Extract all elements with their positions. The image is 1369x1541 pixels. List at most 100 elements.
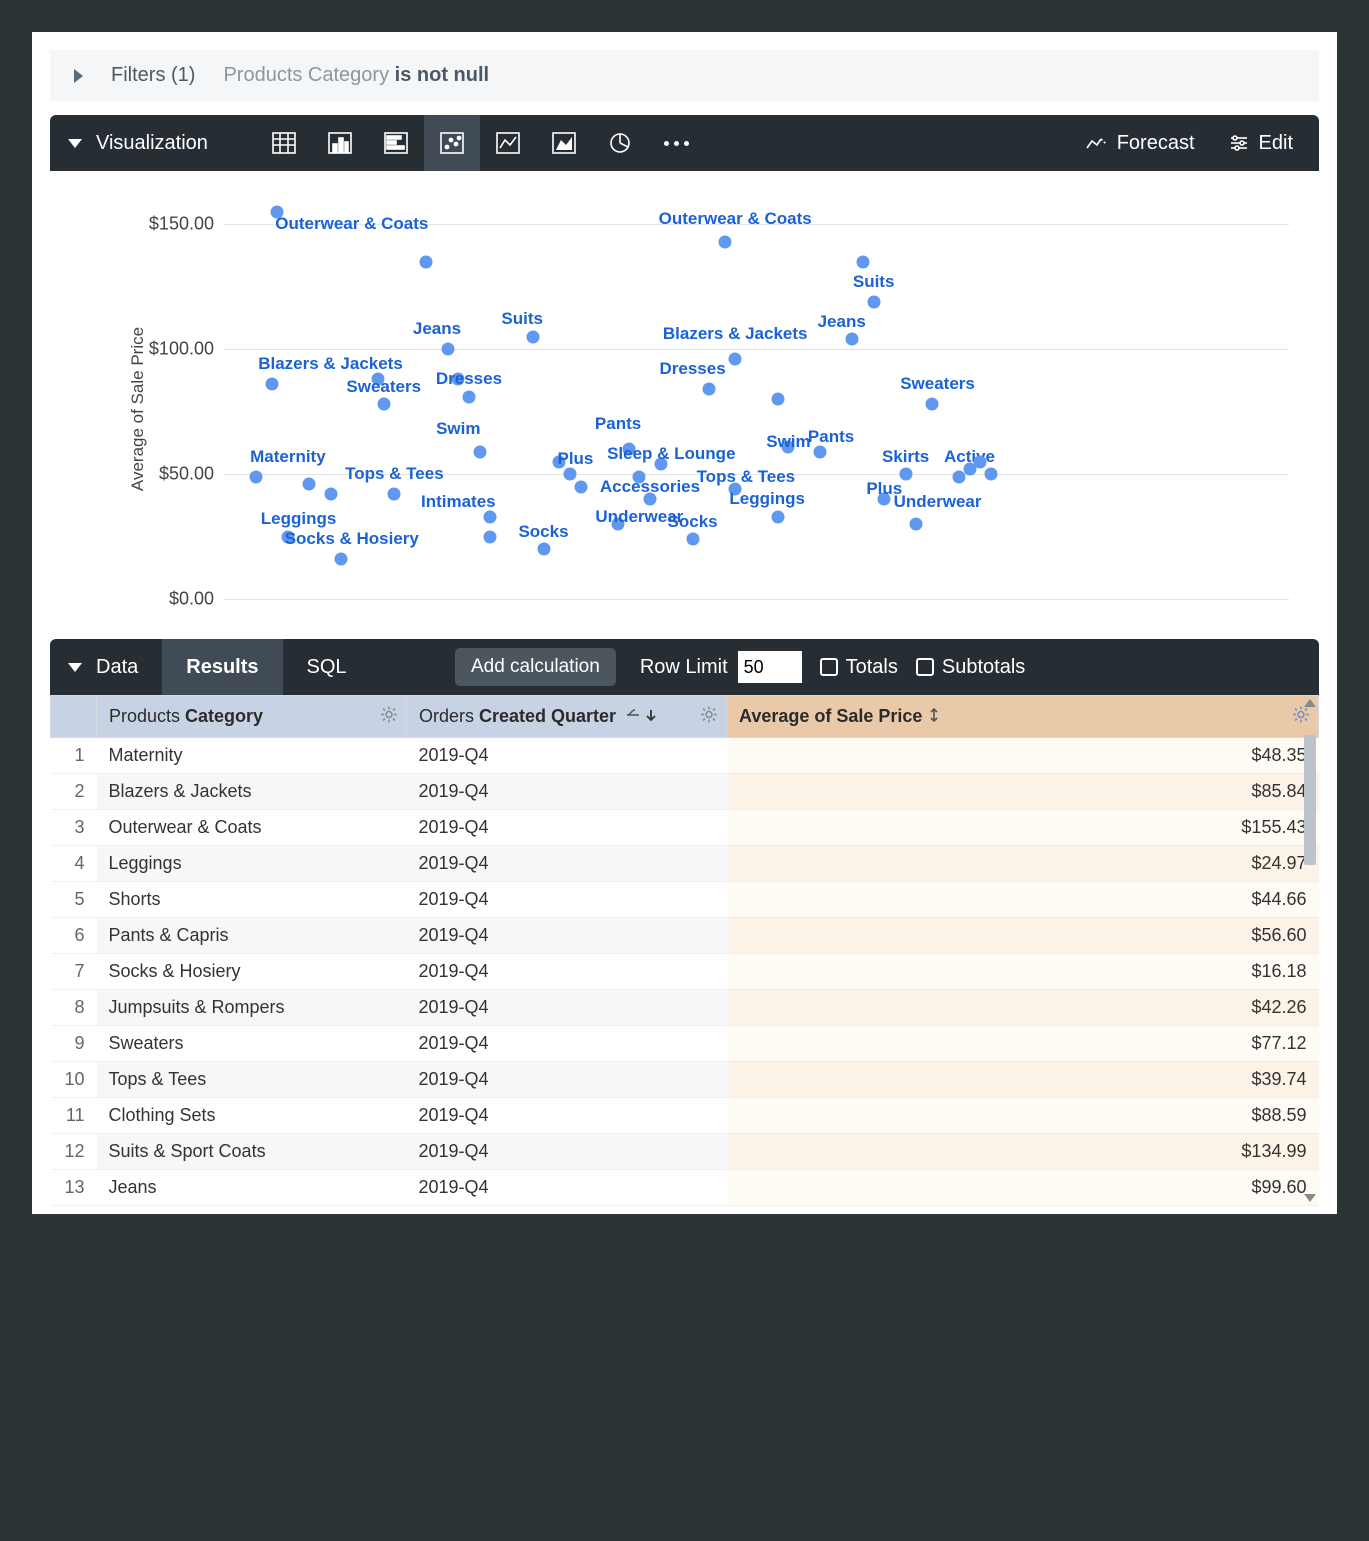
table-viz-icon[interactable] xyxy=(256,115,312,171)
scroll-indicator-top[interactable] xyxy=(1303,699,1317,731)
table-row[interactable]: 7Socks & Hosiery2019-Q4$16.18 xyxy=(51,954,1319,990)
scroll-indicator-bottom[interactable] xyxy=(1303,1194,1317,1202)
gear-icon[interactable] xyxy=(700,705,718,728)
chart-point[interactable] xyxy=(814,445,827,458)
sorted-desc-icon xyxy=(625,708,657,722)
table-row[interactable]: 9Sweaters2019-Q4$77.12 xyxy=(51,1026,1319,1062)
visualization-toggle[interactable]: Visualization xyxy=(68,132,238,155)
chart-point[interactable] xyxy=(771,510,784,523)
cell-quarter: 2019-Q4 xyxy=(407,1170,727,1206)
chart-point[interactable] xyxy=(910,518,923,531)
chart-point[interactable] xyxy=(377,398,390,411)
cell-quarter: 2019-Q4 xyxy=(407,810,727,846)
line-viz-icon[interactable] xyxy=(480,115,536,171)
subtotals-checkbox[interactable]: Subtotals xyxy=(916,656,1025,679)
results-tab[interactable]: Results xyxy=(162,639,282,695)
chart-point-label: Outerwear & Coats xyxy=(275,214,428,234)
chart-point[interactable] xyxy=(473,445,486,458)
table-row[interactable]: 4Leggings2019-Q4$24.97 xyxy=(51,846,1319,882)
gear-icon[interactable] xyxy=(380,705,398,728)
table-row[interactable]: 5Shorts2019-Q4$44.66 xyxy=(51,882,1319,918)
chevron-down-icon xyxy=(68,663,82,672)
add-calculation-button[interactable]: Add calculation xyxy=(455,648,616,686)
table-row[interactable]: 11Clothing Sets2019-Q4$88.59 xyxy=(51,1098,1319,1134)
more-viz-icon[interactable] xyxy=(648,115,704,171)
chart-point[interactable] xyxy=(265,378,278,391)
chart-point[interactable] xyxy=(984,468,997,481)
area-viz-icon[interactable] xyxy=(536,115,592,171)
pivot-icon xyxy=(927,706,941,726)
cell-avg: $88.59 xyxy=(727,1098,1319,1134)
table-row[interactable]: 12Suits & Sport Coats2019-Q4$134.99 xyxy=(51,1134,1319,1170)
cell-avg: $24.97 xyxy=(727,846,1319,882)
row-limit-input[interactable] xyxy=(738,651,802,683)
chart-point[interactable] xyxy=(526,330,539,343)
table-row[interactable]: 10Tops & Tees2019-Q4$39.74 xyxy=(51,1062,1319,1098)
pie-viz-icon[interactable] xyxy=(592,115,648,171)
chart-point[interactable] xyxy=(718,235,731,248)
chart-point[interactable] xyxy=(441,343,454,356)
scatter-viz-icon[interactable] xyxy=(424,115,480,171)
chart-point-label: Suits xyxy=(501,309,543,329)
y-tick-label: $0.00 xyxy=(169,589,214,610)
table-row[interactable]: 3Outerwear & Coats2019-Q4$155.43 xyxy=(51,810,1319,846)
cell-category: Leggings xyxy=(97,846,407,882)
cell-quarter: 2019-Q4 xyxy=(407,990,727,1026)
chart-point[interactable] xyxy=(867,295,880,308)
cell-quarter: 2019-Q4 xyxy=(407,918,727,954)
y-tick-label: $50.00 xyxy=(159,464,214,485)
table-row[interactable]: 13Jeans2019-Q4$99.60 xyxy=(51,1170,1319,1206)
chart-point[interactable] xyxy=(686,533,699,546)
chart-point[interactable] xyxy=(926,398,939,411)
chart-point[interactable] xyxy=(702,383,715,396)
edit-button[interactable]: Edit xyxy=(1221,132,1301,155)
column-header[interactable]: Average of Sale Price xyxy=(727,696,1319,738)
chart-point-label: Leggings xyxy=(261,509,337,529)
chart-point[interactable] xyxy=(644,493,657,506)
totals-checkbox[interactable]: Totals xyxy=(820,656,898,679)
chart-point[interactable] xyxy=(484,510,497,523)
bar-viz-icon[interactable] xyxy=(368,115,424,171)
column-viz-icon[interactable] xyxy=(312,115,368,171)
chart-point[interactable] xyxy=(564,468,577,481)
cell-avg: $155.43 xyxy=(727,810,1319,846)
rownum-header xyxy=(51,696,97,738)
cell-avg: $16.18 xyxy=(727,954,1319,990)
table-row[interactable]: 2Blazers & Jackets2019-Q4$85.84 xyxy=(51,774,1319,810)
chart-point[interactable] xyxy=(335,553,348,566)
chart-point[interactable] xyxy=(771,393,784,406)
cell-avg: $42.26 xyxy=(727,990,1319,1026)
chart-point[interactable] xyxy=(420,255,433,268)
forecast-button[interactable]: Forecast xyxy=(1077,132,1203,155)
chart-point[interactable] xyxy=(537,543,550,556)
cell-category: Suits & Sport Coats xyxy=(97,1134,407,1170)
explore-panel: Filters (1) Products Category is not nul… xyxy=(32,32,1337,1214)
chart-point[interactable] xyxy=(249,470,262,483)
table-row[interactable]: 1Maternity2019-Q4$48.35 xyxy=(51,738,1319,774)
chart-point[interactable] xyxy=(388,488,401,501)
chart-point[interactable] xyxy=(484,530,497,543)
chart-point[interactable] xyxy=(846,333,859,346)
table-row[interactable]: 6Pants & Capris2019-Q4$56.60 xyxy=(51,918,1319,954)
filters-bar[interactable]: Filters (1) Products Category is not nul… xyxy=(50,50,1319,101)
chart-point[interactable] xyxy=(303,478,316,491)
chart-point[interactable] xyxy=(899,468,912,481)
chart-point[interactable] xyxy=(574,480,587,493)
column-header[interactable]: Orders Created Quarter xyxy=(407,696,727,738)
scrollbar[interactable] xyxy=(1303,735,1317,865)
chart-point[interactable] xyxy=(462,390,475,403)
chart-point[interactable] xyxy=(324,488,337,501)
cell-quarter: 2019-Q4 xyxy=(407,774,727,810)
chart-point[interactable] xyxy=(729,353,742,366)
chart-point-label: Jeans xyxy=(818,312,866,332)
chart-point-label: Blazers & Jackets xyxy=(258,354,403,374)
column-header[interactable]: Products Category xyxy=(97,696,407,738)
chart-point-label: Skirts xyxy=(882,447,929,467)
cell-avg: $77.12 xyxy=(727,1026,1319,1062)
table-row[interactable]: 8Jumpsuits & Rompers2019-Q4$42.26 xyxy=(51,990,1319,1026)
chart-point-label: Plus xyxy=(557,449,593,469)
sql-tab[interactable]: SQL xyxy=(283,639,371,695)
data-toggle[interactable]: Data xyxy=(50,639,162,695)
chart-point[interactable] xyxy=(857,255,870,268)
chart-point[interactable] xyxy=(974,455,987,468)
